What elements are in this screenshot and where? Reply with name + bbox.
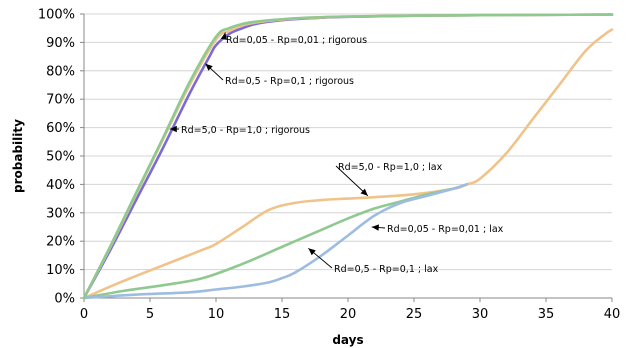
annotation-arrowhead [308,248,316,256]
x-tick-label: 35 [538,307,555,322]
y-tick-label: 0% [54,292,75,307]
annotation-label: Rd=0,5 - Rp=0,1 ; rigorous [225,76,354,87]
x-tick-label: 0 [80,307,88,322]
x-tick-label: 25 [406,307,423,322]
x-axis-title: days [332,333,363,347]
annotation: Rd=0,05 - Rp=0,01 ; rigorous [220,32,367,46]
x-tick-label: 30 [472,307,489,322]
annotation: Rd=5,0 - Rp=1,0 ; lax [335,162,443,197]
x-tick-label: 40 [604,307,621,322]
annotation-arrowhead [220,32,228,40]
x-tick-label: 15 [274,307,291,322]
annotation: Rd=0,05 - Rp=0,01 ; lax [371,224,504,235]
annotation: Rd=0,5 - Rp=0,1 ; lax [308,247,439,275]
annotation-label: Rd=0,05 - Rp=0,01 ; lax [387,224,504,235]
y-tick-label: 100% [38,8,75,23]
series-lines [82,13,614,300]
series-line [82,28,614,300]
axes: 0% 10% 20% 30% 40% 50% 60% 70% 80% 90% 100% 0 5 10 15 2… [38,8,620,323]
x-tick-label: 5 [146,307,154,322]
y-tick-label: 20% [46,235,75,250]
annotation-label: Rd=0,05 - Rp=0,01 ; rigorous [226,35,367,46]
annotation-arrowhead [360,188,368,196]
y-tick-label: 90% [46,36,75,51]
annotation-label: Rd=5,0 - Rp=1,0 ; rigorous [181,125,310,136]
annotation-arrowhead [169,125,177,133]
y-tick-label: 40% [46,178,75,193]
series-line [82,183,469,300]
series-line [82,183,469,300]
annotation-arrowhead [371,224,379,231]
x-tick-label: 20 [340,307,357,322]
y-tick-label: 10% [46,263,75,278]
annotations: Rd=0,05 - Rp=0,01 ; rigorous Rd=0,5 - Rp=… [169,32,504,275]
annotation-arrowhead [205,63,213,71]
y-axis-title: probability [11,119,25,193]
series-line [82,13,614,300]
y-tick-label: 80% [46,64,75,79]
x-tick-label: 10 [208,307,225,322]
annotation-leader-line [335,165,369,197]
annotation-label: Rd=5,0 - Rp=1,0 ; lax [338,162,443,173]
annotation: Rd=0,5 - Rp=0,1 ; rigorous [205,63,354,87]
y-tick-label: 60% [46,121,75,136]
annotation-label: Rd=0,5 - Rp=0,1 ; lax [334,264,439,275]
annotation: Rd=5,0 - Rp=1,0 ; rigorous [169,125,310,136]
y-tick-label: 50% [46,150,75,165]
y-tick-label: 70% [46,93,75,108]
y-tick-label: 30% [46,206,75,221]
